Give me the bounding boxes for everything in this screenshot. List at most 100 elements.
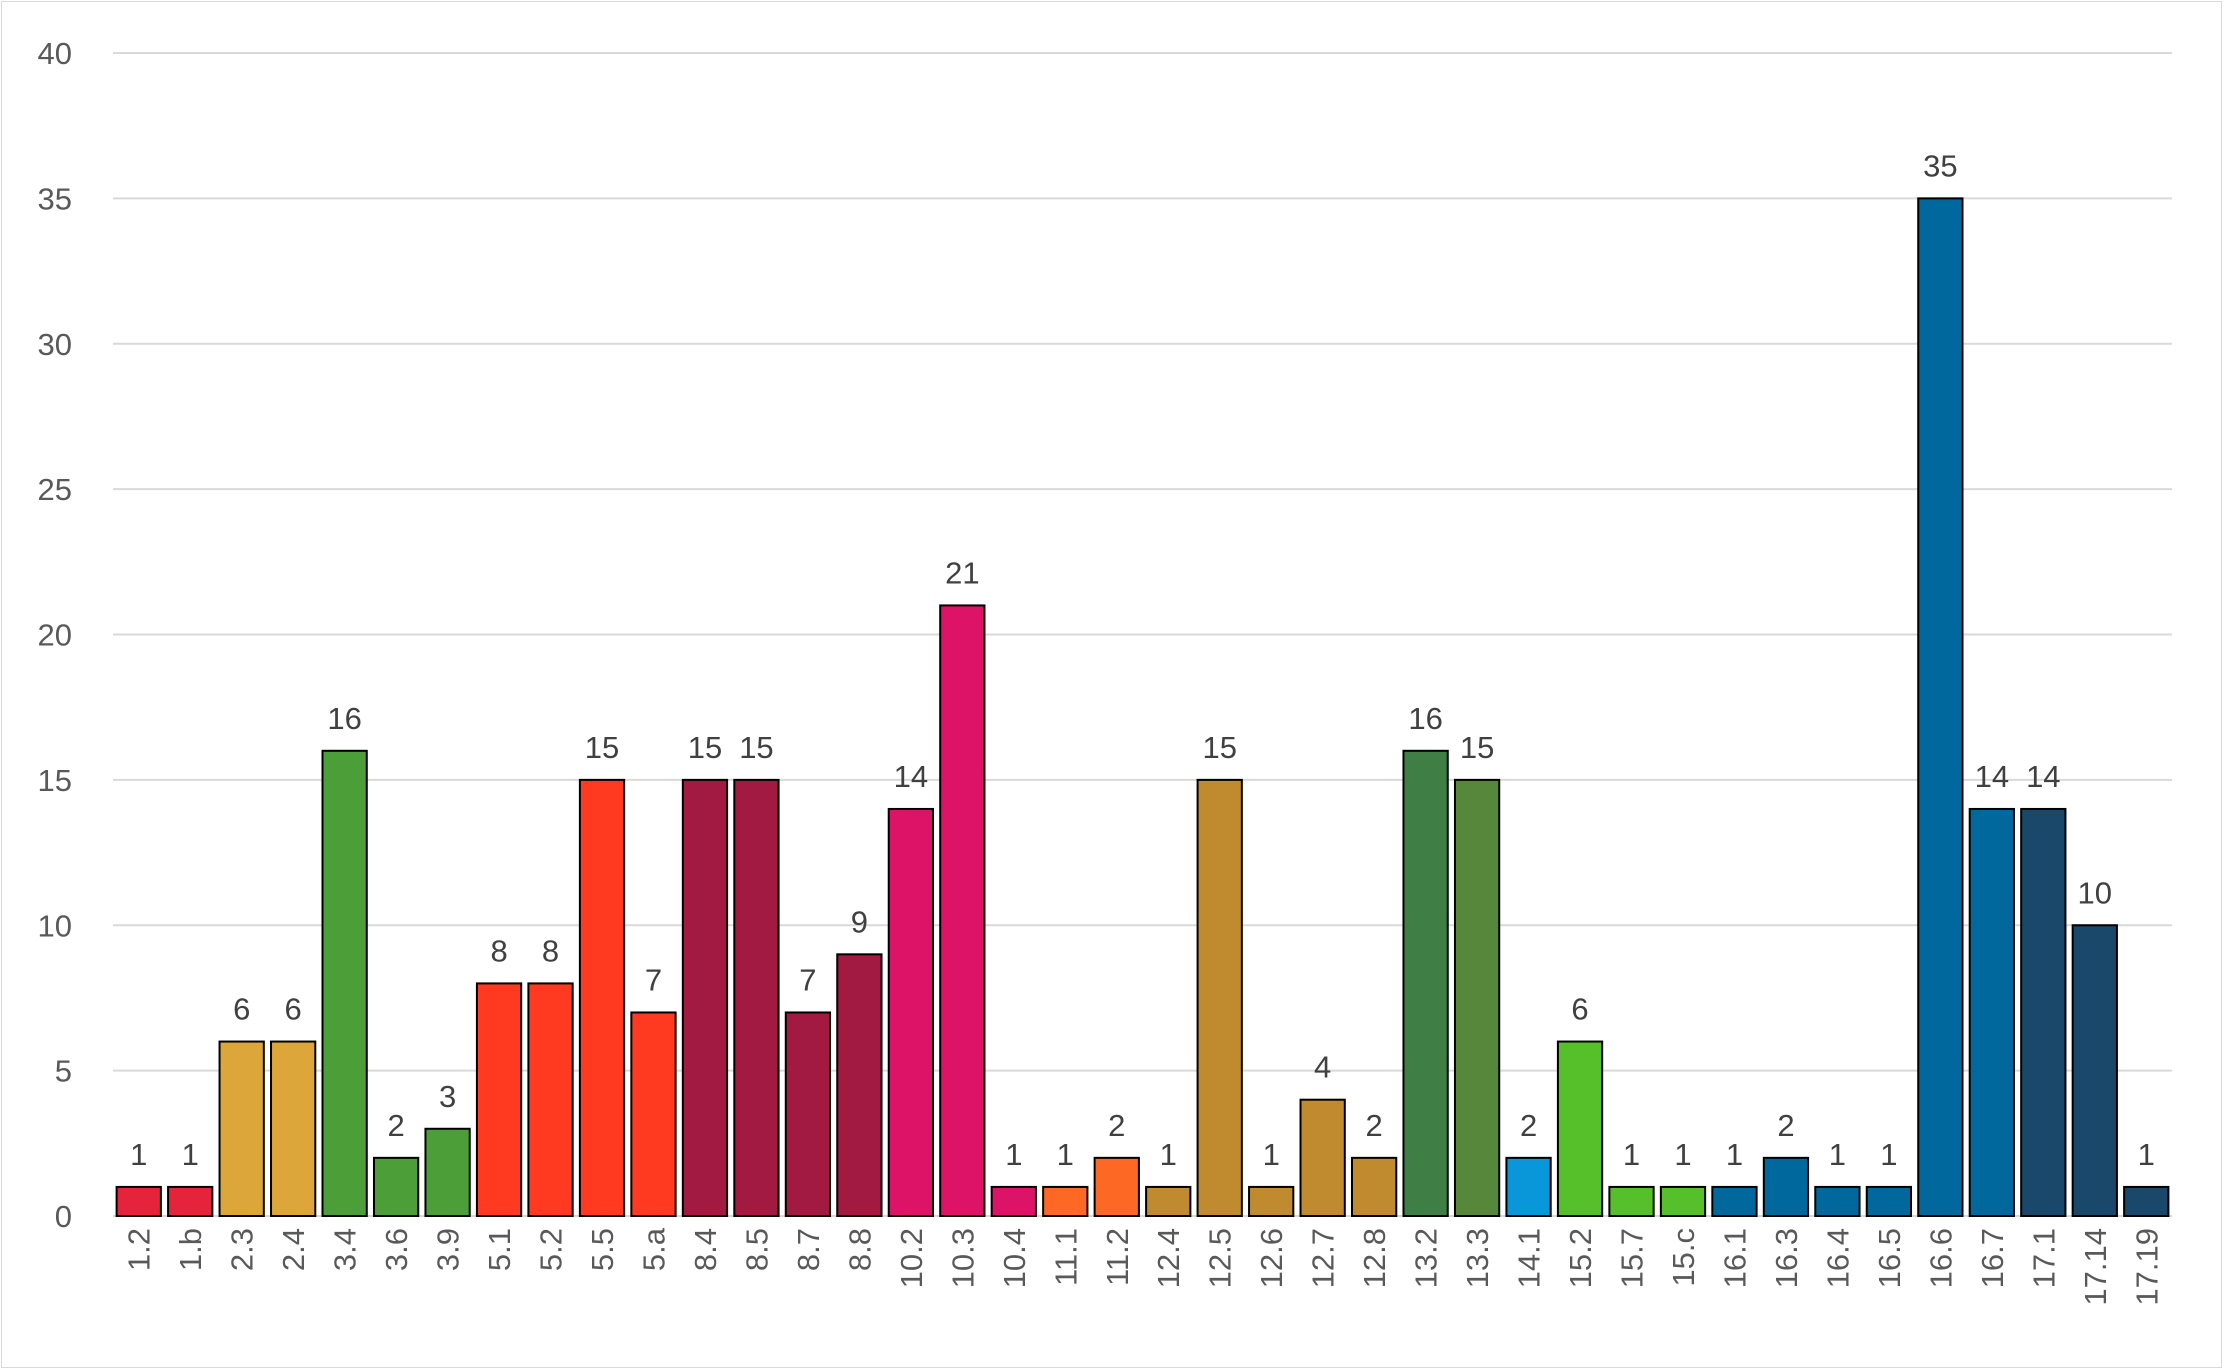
data-label: 14 bbox=[894, 759, 928, 794]
bar bbox=[578, 778, 626, 1217]
bars bbox=[115, 197, 2170, 1218]
x-tick-label: 11.1 bbox=[1048, 1228, 1083, 1286]
data-label: 1 bbox=[182, 1137, 199, 1172]
x-tick-label: 10.3 bbox=[945, 1228, 980, 1288]
data-label: 1 bbox=[1674, 1137, 1691, 1172]
y-tick-label: 10 bbox=[38, 908, 72, 943]
bar bbox=[2020, 807, 2067, 1217]
bar bbox=[1659, 1185, 1707, 1218]
bar bbox=[2123, 1185, 2170, 1218]
bar bbox=[1917, 197, 1964, 1217]
x-tick-label: 16.4 bbox=[1820, 1228, 1855, 1288]
data-label: 15 bbox=[1460, 730, 1494, 765]
bar bbox=[630, 1011, 677, 1217]
x-tick-label: 17.14 bbox=[2078, 1228, 2113, 1306]
bar bbox=[2071, 924, 2118, 1217]
data-label: 1 bbox=[1057, 1137, 1074, 1172]
y-tick-label: 0 bbox=[55, 1199, 72, 1234]
x-tick-label: 5.1 bbox=[482, 1228, 517, 1271]
data-label: 21 bbox=[945, 555, 979, 590]
bar bbox=[424, 1127, 471, 1218]
x-tick-label: 11.2 bbox=[1100, 1228, 1135, 1286]
y-tick-label: 5 bbox=[55, 1054, 72, 1089]
x-tick-label: 15.7 bbox=[1615, 1228, 1650, 1288]
bar bbox=[1196, 778, 1243, 1217]
x-tick-label: 12.6 bbox=[1254, 1228, 1289, 1288]
x-tick-label: 3.6 bbox=[379, 1228, 414, 1271]
x-tick-label: 1.2 bbox=[122, 1228, 157, 1271]
data-label: 2 bbox=[1520, 1108, 1537, 1143]
bar bbox=[1556, 1040, 1604, 1218]
bar bbox=[270, 1040, 317, 1218]
bar bbox=[1453, 778, 1501, 1217]
data-label: 4 bbox=[1314, 1050, 1331, 1085]
data-label: 7 bbox=[799, 962, 816, 997]
data-label: 7 bbox=[645, 962, 662, 997]
x-tick-label: 12.4 bbox=[1151, 1228, 1186, 1288]
data-label: 6 bbox=[1571, 992, 1588, 1027]
bar bbox=[1814, 1185, 1861, 1218]
x-tick-label: 5.a bbox=[636, 1227, 671, 1271]
x-tick-label: 12.7 bbox=[1306, 1228, 1341, 1288]
data-label: 16 bbox=[327, 701, 361, 736]
x-tick-label: 13.2 bbox=[1409, 1228, 1444, 1288]
data-label: 8 bbox=[542, 933, 559, 968]
bar bbox=[887, 807, 934, 1217]
data-label: 16 bbox=[1408, 701, 1442, 736]
x-tick-label: 8.5 bbox=[739, 1228, 774, 1271]
x-tick-label: 3.4 bbox=[328, 1228, 363, 1271]
data-label: 15 bbox=[739, 730, 773, 765]
data-label: 6 bbox=[285, 992, 302, 1027]
data-label: 15 bbox=[688, 730, 722, 765]
x-tick-label: 14.1 bbox=[1512, 1228, 1547, 1288]
bar bbox=[1093, 1156, 1140, 1217]
y-tick-label: 15 bbox=[38, 763, 72, 798]
bar bbox=[1299, 1098, 1346, 1217]
data-label: 1 bbox=[1623, 1137, 1640, 1172]
bar bbox=[681, 778, 729, 1217]
data-label: 14 bbox=[1975, 759, 2009, 794]
bar bbox=[1145, 1185, 1192, 1218]
x-tick-label: 2.3 bbox=[225, 1228, 260, 1271]
x-tick-label: 10.4 bbox=[997, 1228, 1032, 1288]
x-tick-label: 15.2 bbox=[1563, 1228, 1598, 1288]
bar bbox=[990, 1185, 1037, 1218]
data-label: 1 bbox=[1160, 1137, 1177, 1172]
x-axis-category-labels: 1.2 1.b 2.3 2.4 3.4 3.6 3.9 5.1 5.2 5.5 5.a 8.4 8.5 8… bbox=[122, 1227, 2165, 1305]
y-tick-label: 40 bbox=[38, 36, 72, 71]
data-label: 10 bbox=[2078, 875, 2112, 910]
x-tick-label: 5.2 bbox=[534, 1228, 569, 1271]
bar bbox=[372, 1156, 420, 1217]
x-tick-label: 12.5 bbox=[1203, 1228, 1238, 1288]
data-label: 1 bbox=[2138, 1137, 2155, 1172]
bar bbox=[1042, 1185, 1089, 1218]
data-label: 2 bbox=[1777, 1108, 1794, 1143]
bar bbox=[218, 1040, 265, 1218]
bar bbox=[1248, 1185, 1295, 1218]
x-tick-label: 15.c bbox=[1666, 1228, 1701, 1287]
bar bbox=[784, 1011, 832, 1217]
x-tick-label: 16.7 bbox=[1975, 1228, 2010, 1288]
data-label: 1 bbox=[1263, 1137, 1280, 1172]
bar bbox=[939, 604, 986, 1217]
data-label: 1 bbox=[1880, 1137, 1897, 1172]
bar bbox=[1505, 1156, 1552, 1217]
bar bbox=[115, 1185, 162, 1218]
x-tick-label: 12.8 bbox=[1357, 1228, 1392, 1288]
x-tick-label: 8.7 bbox=[791, 1228, 826, 1271]
gridlines bbox=[113, 52, 2172, 1217]
bar bbox=[1711, 1185, 1758, 1218]
x-tick-label: 10.2 bbox=[894, 1228, 929, 1288]
x-tick-label: 1.b bbox=[173, 1228, 208, 1271]
bar bbox=[1402, 749, 1449, 1217]
data-label: 9 bbox=[851, 904, 868, 939]
data-label: 15 bbox=[585, 730, 619, 765]
bar bbox=[1762, 1156, 1810, 1217]
y-tick-label: 35 bbox=[38, 181, 72, 216]
bar bbox=[733, 778, 780, 1217]
x-tick-label: 3.9 bbox=[431, 1228, 466, 1271]
data-label: 1 bbox=[1726, 1137, 1743, 1172]
bar bbox=[475, 982, 523, 1218]
